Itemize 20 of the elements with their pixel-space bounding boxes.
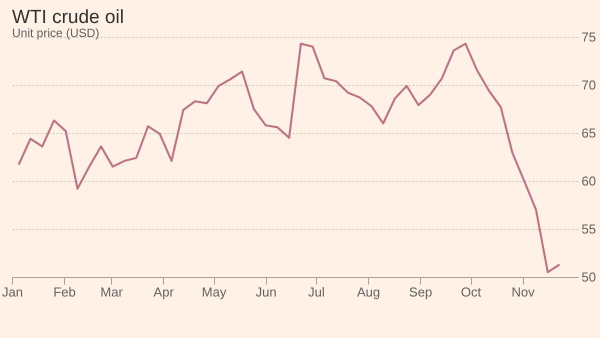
line-series	[18, 42, 561, 274]
x-tick-label: Jun	[256, 284, 277, 300]
x-tick-label: Sep	[409, 284, 432, 300]
y-tick-label: 75	[582, 30, 596, 44]
x-tick-label: May	[202, 284, 227, 300]
x-tick-label: Apr	[154, 284, 174, 300]
chart-subtitle: Unit price (USD)	[12, 26, 100, 40]
x-tick-label: Jul	[308, 284, 325, 300]
x-tick-label: Aug	[356, 284, 380, 300]
x-tick-label: Mar	[100, 284, 124, 300]
y-tick-label: 65	[582, 126, 596, 140]
y-tick-label: 50	[582, 270, 596, 284]
y-tick-label: 70	[582, 78, 596, 92]
x-tick-label: Feb	[53, 284, 76, 300]
x-tick-label: Jan	[2, 284, 23, 300]
y-tick-label: 55	[582, 222, 596, 236]
x-tick-label: Oct	[460, 284, 482, 300]
chart-title: WTI crude oil	[12, 7, 124, 28]
y-tick-label: 60	[582, 174, 596, 188]
x-tick-label: Nov	[512, 284, 536, 300]
